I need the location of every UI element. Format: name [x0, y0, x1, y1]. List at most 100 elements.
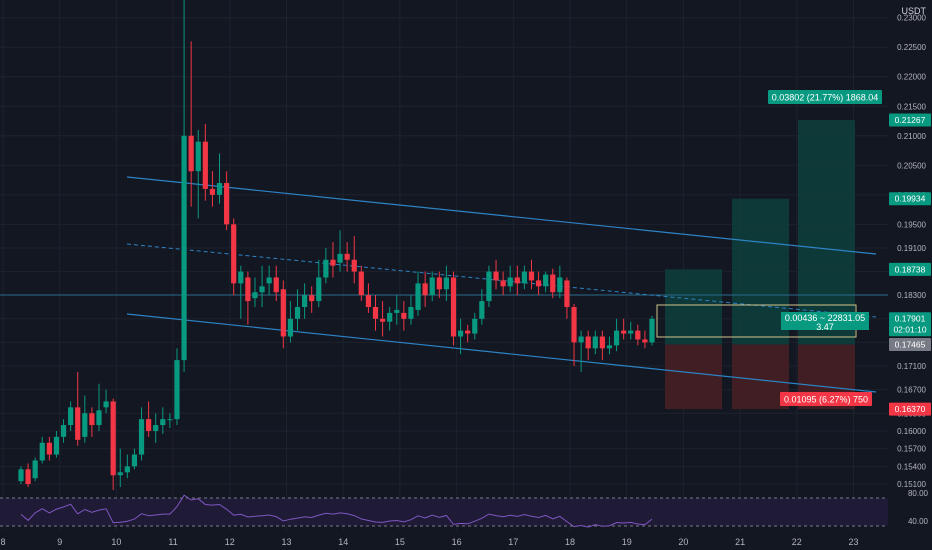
candle[interactable]: [287, 301, 294, 343]
candle[interactable]: [649, 315, 655, 346]
candle[interactable]: [507, 265, 513, 293]
candle[interactable]: [358, 265, 364, 302]
candle[interactable]: [394, 295, 400, 325]
candle[interactable]: [578, 330, 584, 372]
candle[interactable]: [408, 295, 414, 325]
price-axis[interactable]: USDT 0.23000 0.22500 0.22000 0.21500 0.21000…: [888, 0, 932, 550]
candle[interactable]: [457, 318, 464, 355]
candle[interactable]: [174, 348, 180, 426]
candle[interactable]: [543, 271, 549, 293]
candle[interactable]: [514, 265, 520, 296]
candle[interactable]: [309, 286, 315, 313]
candle[interactable]: [571, 304, 577, 367]
candle[interactable]: [465, 324, 471, 343]
candle[interactable]: [330, 242, 336, 278]
candle[interactable]: [621, 318, 627, 340]
candle[interactable]: [401, 301, 407, 331]
candle[interactable]: [528, 259, 535, 290]
candle[interactable]: [124, 454, 130, 479]
candle[interactable]: [535, 271, 542, 296]
candle[interactable]: [316, 259, 322, 307]
candle[interactable]: [153, 413, 159, 443]
channel-upper-line[interactable]: [126, 176, 877, 255]
candle[interactable]: [436, 271, 442, 299]
candle[interactable]: [302, 283, 308, 319]
candle[interactable]: [550, 268, 556, 299]
candle[interactable]: [642, 330, 648, 349]
candle[interactable]: [53, 430, 60, 458]
candle[interactable]: [103, 389, 109, 414]
candlesticks[interactable]: [18, 0, 655, 490]
candle[interactable]: [146, 401, 152, 437]
candle[interactable]: [252, 277, 258, 307]
candle[interactable]: [209, 171, 216, 207]
candle[interactable]: [60, 419, 67, 443]
candle[interactable]: [415, 271, 421, 316]
candle[interactable]: [167, 413, 173, 429]
candle[interactable]: [32, 457, 38, 482]
candle[interactable]: [280, 280, 286, 349]
candle[interactable]: [564, 277, 570, 319]
candle[interactable]: [96, 383, 102, 431]
candle[interactable]: [294, 289, 301, 331]
candle[interactable]: [273, 265, 279, 302]
candle[interactable]: [68, 401, 74, 431]
candle[interactable]: [188, 41, 194, 207]
candle[interactable]: [521, 265, 527, 290]
candle[interactable]: [238, 265, 244, 319]
candle[interactable]: [585, 330, 591, 361]
candle[interactable]: [323, 247, 329, 284]
candle[interactable]: [266, 265, 272, 296]
candle[interactable]: [493, 259, 499, 290]
candle[interactable]: [635, 324, 641, 346]
candle[interactable]: [46, 436, 52, 461]
candle[interactable]: [472, 312, 478, 340]
candle[interactable]: [337, 230, 343, 272]
candle[interactable]: [231, 218, 237, 296]
candle[interactable]: [245, 271, 251, 325]
candle[interactable]: [486, 265, 492, 307]
candle[interactable]: [259, 265, 265, 307]
candle[interactable]: [344, 242, 350, 272]
candle[interactable]: [160, 407, 166, 434]
candle[interactable]: [479, 289, 485, 325]
candle[interactable]: [202, 123, 208, 201]
candle[interactable]: [82, 395, 88, 443]
candle[interactable]: [592, 330, 598, 355]
candle[interactable]: [628, 321, 634, 340]
candle[interactable]: [89, 407, 95, 437]
rsi-pane[interactable]: [0, 494, 888, 528]
candle[interactable]: [500, 271, 506, 296]
candle[interactable]: [138, 407, 145, 461]
candle[interactable]: [606, 336, 613, 355]
candle[interactable]: [429, 271, 435, 302]
candle[interactable]: [443, 265, 449, 302]
candle[interactable]: [195, 129, 201, 219]
regression-channel[interactable]: [126, 176, 877, 393]
candle[interactable]: [131, 448, 138, 470]
candle[interactable]: [613, 318, 620, 352]
candle[interactable]: [117, 448, 123, 488]
candle[interactable]: [599, 330, 605, 361]
candle[interactable]: [351, 236, 357, 284]
candle[interactable]: [379, 301, 386, 337]
candle[interactable]: [25, 463, 31, 488]
candle[interactable]: [372, 295, 379, 331]
candle[interactable]: [365, 283, 372, 313]
candle[interactable]: [216, 153, 223, 204]
candle[interactable]: [18, 466, 24, 485]
candle[interactable]: [557, 265, 563, 299]
candle[interactable]: [422, 271, 428, 307]
candle[interactable]: [75, 371, 81, 446]
channel-lower-line[interactable]: [126, 313, 877, 393]
time-axis[interactable]: 8 9 10 11 12 13 14 15 16 17 18 19 20 21 22 23: [0, 537, 858, 547]
candle[interactable]: [181, 0, 187, 372]
measure-tool[interactable]: 0.00436 ~ 22831.05 3.47: [656, 304, 869, 338]
candle[interactable]: [450, 271, 457, 346]
candle[interactable]: [110, 398, 116, 490]
candle[interactable]: [224, 171, 230, 231]
candle[interactable]: [39, 436, 45, 464]
candle[interactable]: [387, 306, 393, 331]
